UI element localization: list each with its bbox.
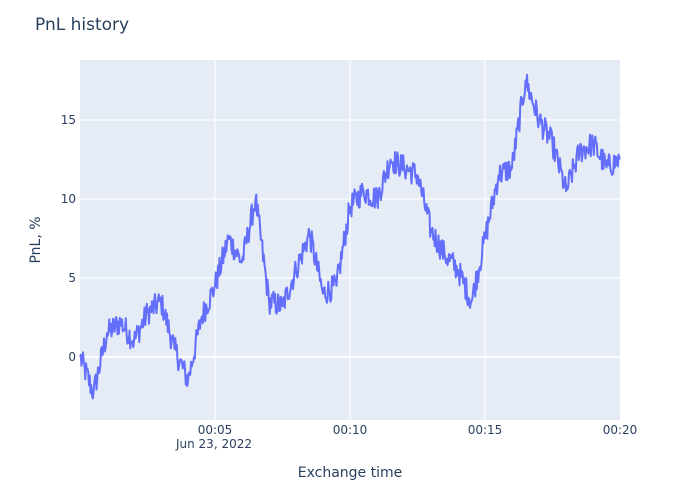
y-tick-labels: 0 5 10 15 [61, 113, 76, 364]
x-tick-labels: 00:05 00:10 00:15 00:20 [198, 423, 638, 437]
x-tick-label: 00:15 [468, 423, 503, 437]
y-tick-label: 15 [61, 113, 76, 127]
y-tick-label: 5 [68, 271, 76, 285]
pnl-series-line [79, 73, 621, 400]
chart-title: PnL history [35, 15, 129, 35]
x-axis-title: Exchange time [298, 465, 403, 481]
y-tick-label: 0 [68, 350, 76, 364]
grid-lines [80, 60, 620, 420]
series-group [79, 73, 621, 400]
x-tick-label: 00:05 [198, 423, 233, 437]
x-tick-label: 00:10 [333, 423, 368, 437]
y-axis-title: PnL, % [28, 216, 44, 263]
x-date-label: Jun 23, 2022 [175, 437, 252, 451]
x-tick-label: 00:20 [603, 423, 638, 437]
y-tick-label: 10 [61, 192, 76, 206]
